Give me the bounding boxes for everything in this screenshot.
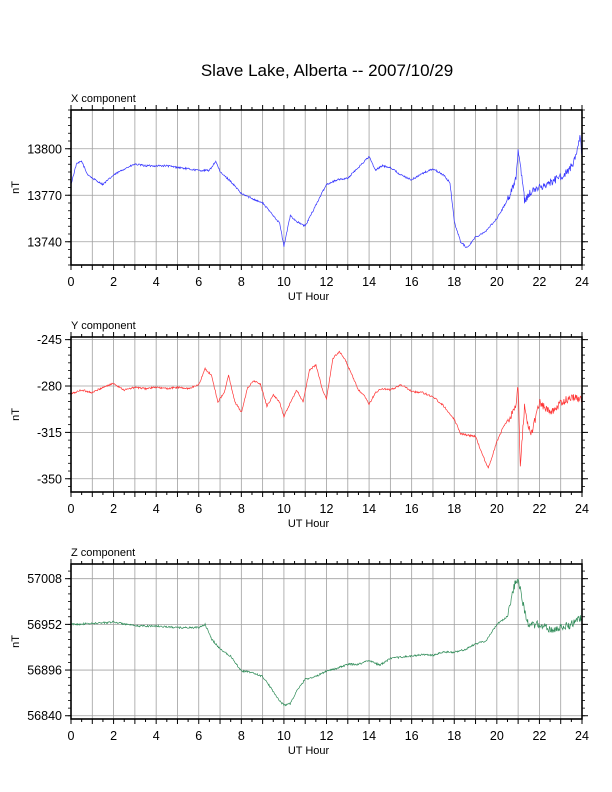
x-tick-label: 24: [575, 502, 589, 516]
figure-title: Slave Lake, Alberta -- 2007/10/29: [201, 61, 453, 80]
x-tick-label: 14: [362, 729, 376, 743]
x-tick-label: 20: [490, 729, 504, 743]
x-tick-label: 16: [405, 275, 419, 289]
y-tick-label: -245: [37, 333, 62, 347]
y-tick-label: 13800: [27, 142, 62, 156]
x-tick-label: 20: [490, 275, 504, 289]
panel-label: Z component: [71, 547, 135, 559]
data-series-line: [70, 135, 583, 248]
x-tick-label: 6: [195, 502, 202, 516]
x-tick-label: 12: [320, 729, 334, 743]
y-axis-title: nT: [10, 635, 22, 648]
x-tick-label: 8: [238, 729, 245, 743]
x-tick-label: 10: [277, 729, 291, 743]
x-tick-label: 4: [153, 502, 160, 516]
y-axis-title: nT: [10, 181, 22, 194]
data-series-line: [70, 350, 583, 469]
x-axis-title: UT Hour: [288, 518, 330, 530]
y-tick-label: 13740: [27, 235, 62, 249]
x-tick-label: 18: [447, 275, 461, 289]
x-tick-label: 2: [110, 275, 117, 289]
x-tick-label: 12: [320, 502, 334, 516]
x-tick-label: 16: [405, 729, 419, 743]
y-tick-label: -315: [37, 426, 62, 440]
data-series-line: [70, 578, 583, 707]
x-axis-title: UT Hour: [288, 745, 330, 757]
x-tick-label: 20: [490, 502, 504, 516]
y-tick-label: 56840: [27, 709, 62, 723]
y-tick-label: 56896: [27, 664, 62, 678]
x-tick-label: 10: [277, 502, 291, 516]
y-axis-title: nT: [10, 408, 22, 421]
x-tick-label: 14: [362, 275, 376, 289]
y-tick-label: 57008: [27, 572, 62, 586]
x-tick-label: 16: [405, 502, 419, 516]
x-tick-label: 24: [575, 275, 589, 289]
x-tick-label: 18: [447, 502, 461, 516]
panel-label: X component: [71, 93, 136, 105]
y-tick-label: 56952: [27, 618, 62, 632]
x-tick-label: 2: [110, 729, 117, 743]
x-tick-label: 4: [153, 275, 160, 289]
x-tick-label: 18: [447, 729, 461, 743]
x-tick-label: 4: [153, 729, 160, 743]
x-tick-label: 14: [362, 502, 376, 516]
x-tick-label: 10: [277, 275, 291, 289]
x-tick-label: 8: [238, 275, 245, 289]
x-tick-label: 22: [532, 729, 546, 743]
x-tick-label: 22: [532, 502, 546, 516]
y-tick-label: 13770: [27, 189, 62, 203]
y-tick-label: -280: [37, 380, 62, 394]
x-axis-title: UT Hour: [288, 291, 330, 303]
y-tick-label: -350: [37, 472, 62, 486]
x-tick-label: 12: [320, 275, 334, 289]
x-tick-label: 22: [532, 275, 546, 289]
x-tick-label: 0: [68, 502, 75, 516]
x-tick-label: 0: [68, 729, 75, 743]
x-tick-label: 2: [110, 502, 117, 516]
x-tick-label: 24: [575, 729, 589, 743]
x-tick-label: 8: [238, 502, 245, 516]
x-tick-label: 6: [195, 729, 202, 743]
x-tick-label: 0: [68, 275, 75, 289]
panel-label: Y component: [71, 320, 136, 332]
x-tick-label: 6: [195, 275, 202, 289]
